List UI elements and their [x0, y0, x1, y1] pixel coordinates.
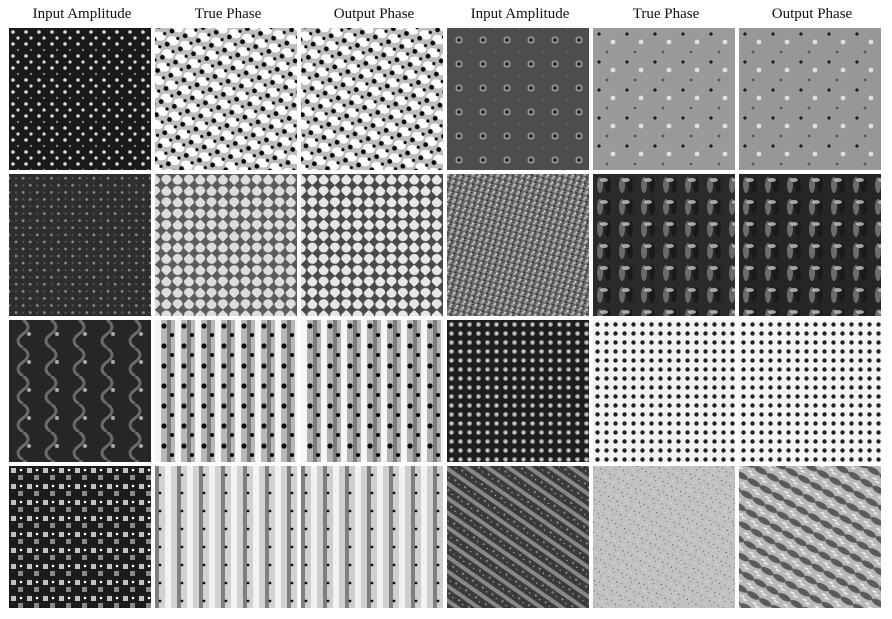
phase-image	[155, 28, 297, 170]
tile-r4-c2-phase	[155, 466, 297, 608]
column-header-output-phase-1: Output Phase	[333, 6, 415, 22]
tile-r4-c4-amplitude	[447, 466, 589, 608]
phase-image	[593, 466, 735, 608]
column-headers: Input Amplitude True Phase Output Phase …	[0, 0, 892, 28]
amplitude-image	[447, 174, 589, 316]
phase-image	[739, 28, 881, 170]
column-header-input-amplitude-2: Input Amplitude	[470, 6, 570, 22]
phase-image	[301, 28, 443, 170]
phase-image	[155, 320, 297, 462]
tile-r4-c5-phase	[593, 466, 735, 608]
amplitude-image	[9, 28, 151, 170]
tile-r2-c3-phase	[301, 174, 443, 316]
amplitude-image	[447, 28, 589, 170]
tile-r4-c6-phase	[739, 466, 881, 608]
phase-image	[593, 174, 735, 316]
phase-image	[739, 320, 881, 462]
tile-r1-c2-phase	[155, 28, 297, 170]
phase-image	[155, 174, 297, 316]
phase-image	[301, 174, 443, 316]
phase-image	[155, 466, 297, 608]
tile-r4-c1-amplitude	[9, 466, 151, 608]
tile-r4-c3-phase	[301, 466, 443, 608]
tile-r1-c1-amplitude	[9, 28, 151, 170]
tile-r1-c6-phase	[739, 28, 881, 170]
tile-r1-c5-phase	[593, 28, 735, 170]
amplitude-image	[9, 320, 151, 462]
tile-r2-c4-amplitude	[447, 174, 589, 316]
tile-r2-c6-phase	[739, 174, 881, 316]
amplitude-image	[447, 466, 589, 608]
phase-image	[739, 466, 881, 608]
column-header-output-phase-2: Output Phase	[771, 6, 853, 22]
phase-image	[739, 174, 881, 316]
column-header-true-phase-2: True Phase	[632, 6, 700, 22]
phase-image	[301, 320, 443, 462]
column-header-true-phase-1: True Phase	[194, 6, 262, 22]
amplitude-image	[447, 320, 589, 462]
phase-image	[593, 320, 735, 462]
column-header-input-amplitude-1: Input Amplitude	[32, 6, 132, 22]
tile-r2-c2-phase	[155, 174, 297, 316]
image-grid	[9, 28, 885, 612]
amplitude-image	[9, 174, 151, 316]
tile-r3-c2-phase	[155, 320, 297, 462]
tile-r2-c1-amplitude	[9, 174, 151, 316]
amplitude-image	[9, 466, 151, 608]
phase-image	[301, 466, 443, 608]
phase-image	[593, 28, 735, 170]
tile-r1-c4-amplitude	[447, 28, 589, 170]
tile-r3-c3-phase	[301, 320, 443, 462]
tile-r3-c4-amplitude	[447, 320, 589, 462]
tile-r3-c5-phase	[593, 320, 735, 462]
tile-r3-c1-amplitude	[9, 320, 151, 462]
tile-r1-c3-phase	[301, 28, 443, 170]
tile-r3-c6-phase	[739, 320, 881, 462]
tile-r2-c5-phase	[593, 174, 735, 316]
